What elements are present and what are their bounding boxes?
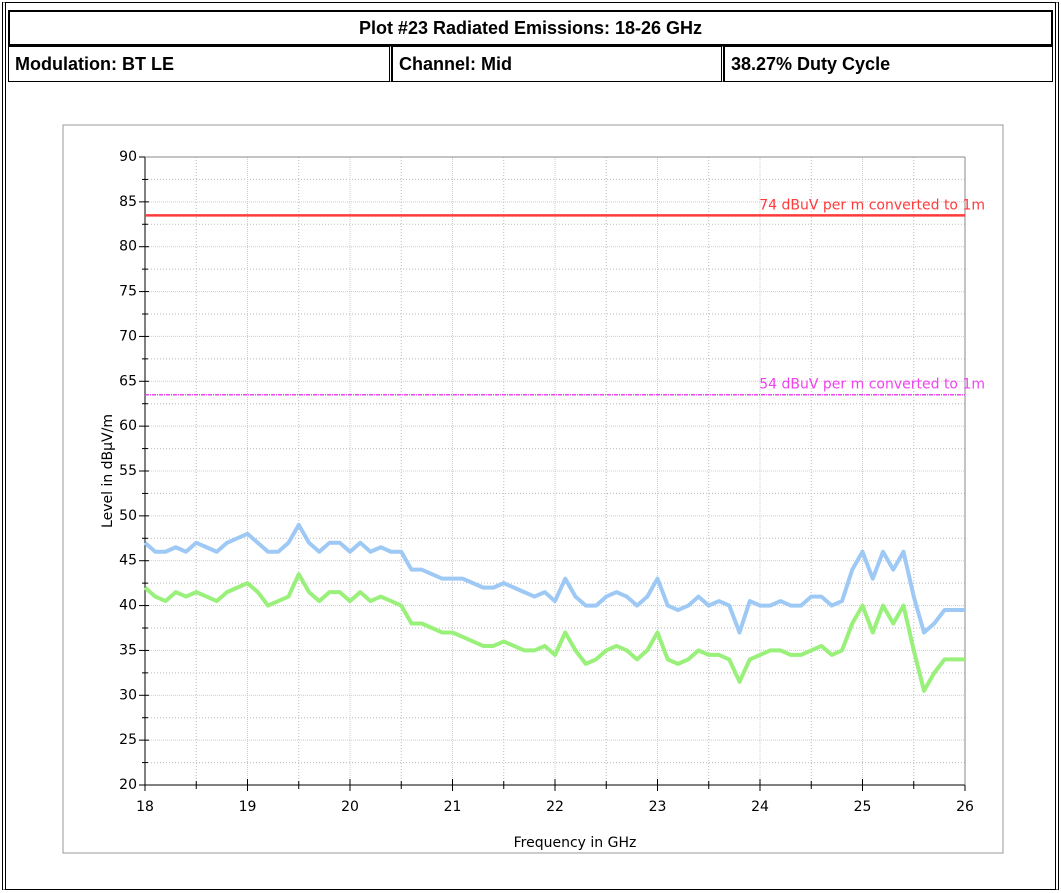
y-tick-label: 80 — [119, 239, 137, 255]
header-cell: 38.27% Duty Cycle — [724, 46, 1053, 82]
x-tick-label: 26 — [956, 799, 974, 815]
y-tick-label: 85 — [119, 194, 137, 210]
y-tick-label: 40 — [119, 598, 137, 614]
y-tick-label: 60 — [119, 418, 137, 434]
series-line — [143, 522, 965, 635]
header-cell: Channel: Mid — [392, 46, 724, 82]
y-tick-label: 45 — [119, 553, 137, 569]
x-tick-label: 23 — [649, 799, 667, 815]
x-tick-label: 24 — [751, 799, 769, 815]
x-tick-label: 21 — [444, 799, 462, 815]
y-tick-label: 50 — [119, 508, 137, 524]
x-tick-label: 25 — [854, 799, 872, 815]
y-tick-label: 55 — [119, 463, 137, 479]
limit-label: 54 dBuV per m converted to 1m — [759, 377, 985, 393]
x-tick-label: 19 — [239, 799, 257, 815]
y-tick-label: 35 — [119, 642, 137, 658]
y-tick-label: 70 — [119, 328, 137, 344]
header-cell: Modulation: BT LE — [8, 46, 392, 82]
y-tick-label: 65 — [119, 373, 137, 389]
x-tick-label: 18 — [136, 799, 154, 815]
y-tick-label: 25 — [119, 732, 137, 748]
x-tick-label: 20 — [341, 799, 359, 815]
y-tick-label: 75 — [119, 284, 137, 300]
y-tick-label: 20 — [119, 777, 137, 793]
limit-label: 74 dBuV per m converted to 1m — [759, 197, 985, 213]
y-tick-label: 30 — [119, 687, 137, 703]
y-tick-label: 90 — [119, 149, 137, 165]
y-axis-label: Level in dBµV/m — [100, 414, 116, 528]
x-tick-label: 22 — [546, 799, 564, 815]
title: Plot #23 Radiated Emissions: 18-26 GHz — [8, 10, 1053, 46]
x-axis-label: Frequency in GHz — [514, 835, 637, 851]
series-line — [143, 572, 965, 693]
